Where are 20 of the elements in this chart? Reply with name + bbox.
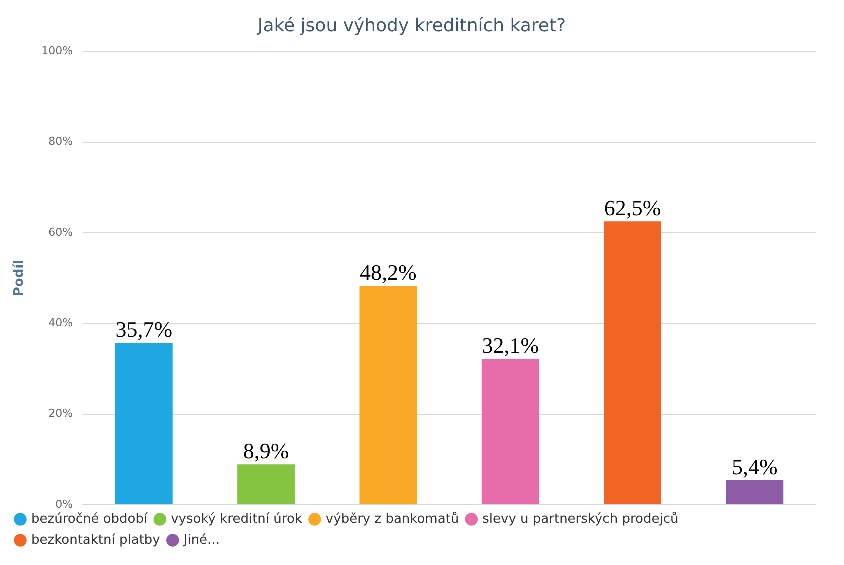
y-tick-label: 20% bbox=[48, 407, 74, 420]
legend-label: bezkontaktní platby bbox=[32, 532, 161, 548]
data-label: 35,7% bbox=[116, 316, 173, 342]
legend-label: výběry z bankomatů bbox=[326, 510, 460, 527]
y-tick-label: 80% bbox=[48, 135, 74, 148]
data-label: 48,2% bbox=[360, 260, 417, 286]
data-label: 32,1% bbox=[482, 333, 540, 358]
legend-label: bezúročné období bbox=[32, 512, 148, 527]
legend-label: slevy u partnerských prodejců bbox=[482, 510, 679, 527]
chart-title: Jaké jsou výhody kreditních karet? bbox=[256, 15, 566, 36]
y-tick-label: 40% bbox=[48, 316, 74, 330]
data-label: 5,4% bbox=[732, 454, 778, 480]
data-label: 8,9% bbox=[243, 438, 290, 464]
legend-label: vysoký kreditní úrok bbox=[171, 512, 303, 527]
y-tick-label: 60% bbox=[48, 226, 74, 239]
y-tick-label: 100% bbox=[42, 44, 74, 58]
data-label: 62,5% bbox=[604, 195, 662, 220]
y-tick-label: 0% bbox=[56, 498, 74, 511]
legend-label: Jiné... bbox=[182, 532, 220, 548]
y-axis-title: Podíl bbox=[12, 260, 28, 297]
